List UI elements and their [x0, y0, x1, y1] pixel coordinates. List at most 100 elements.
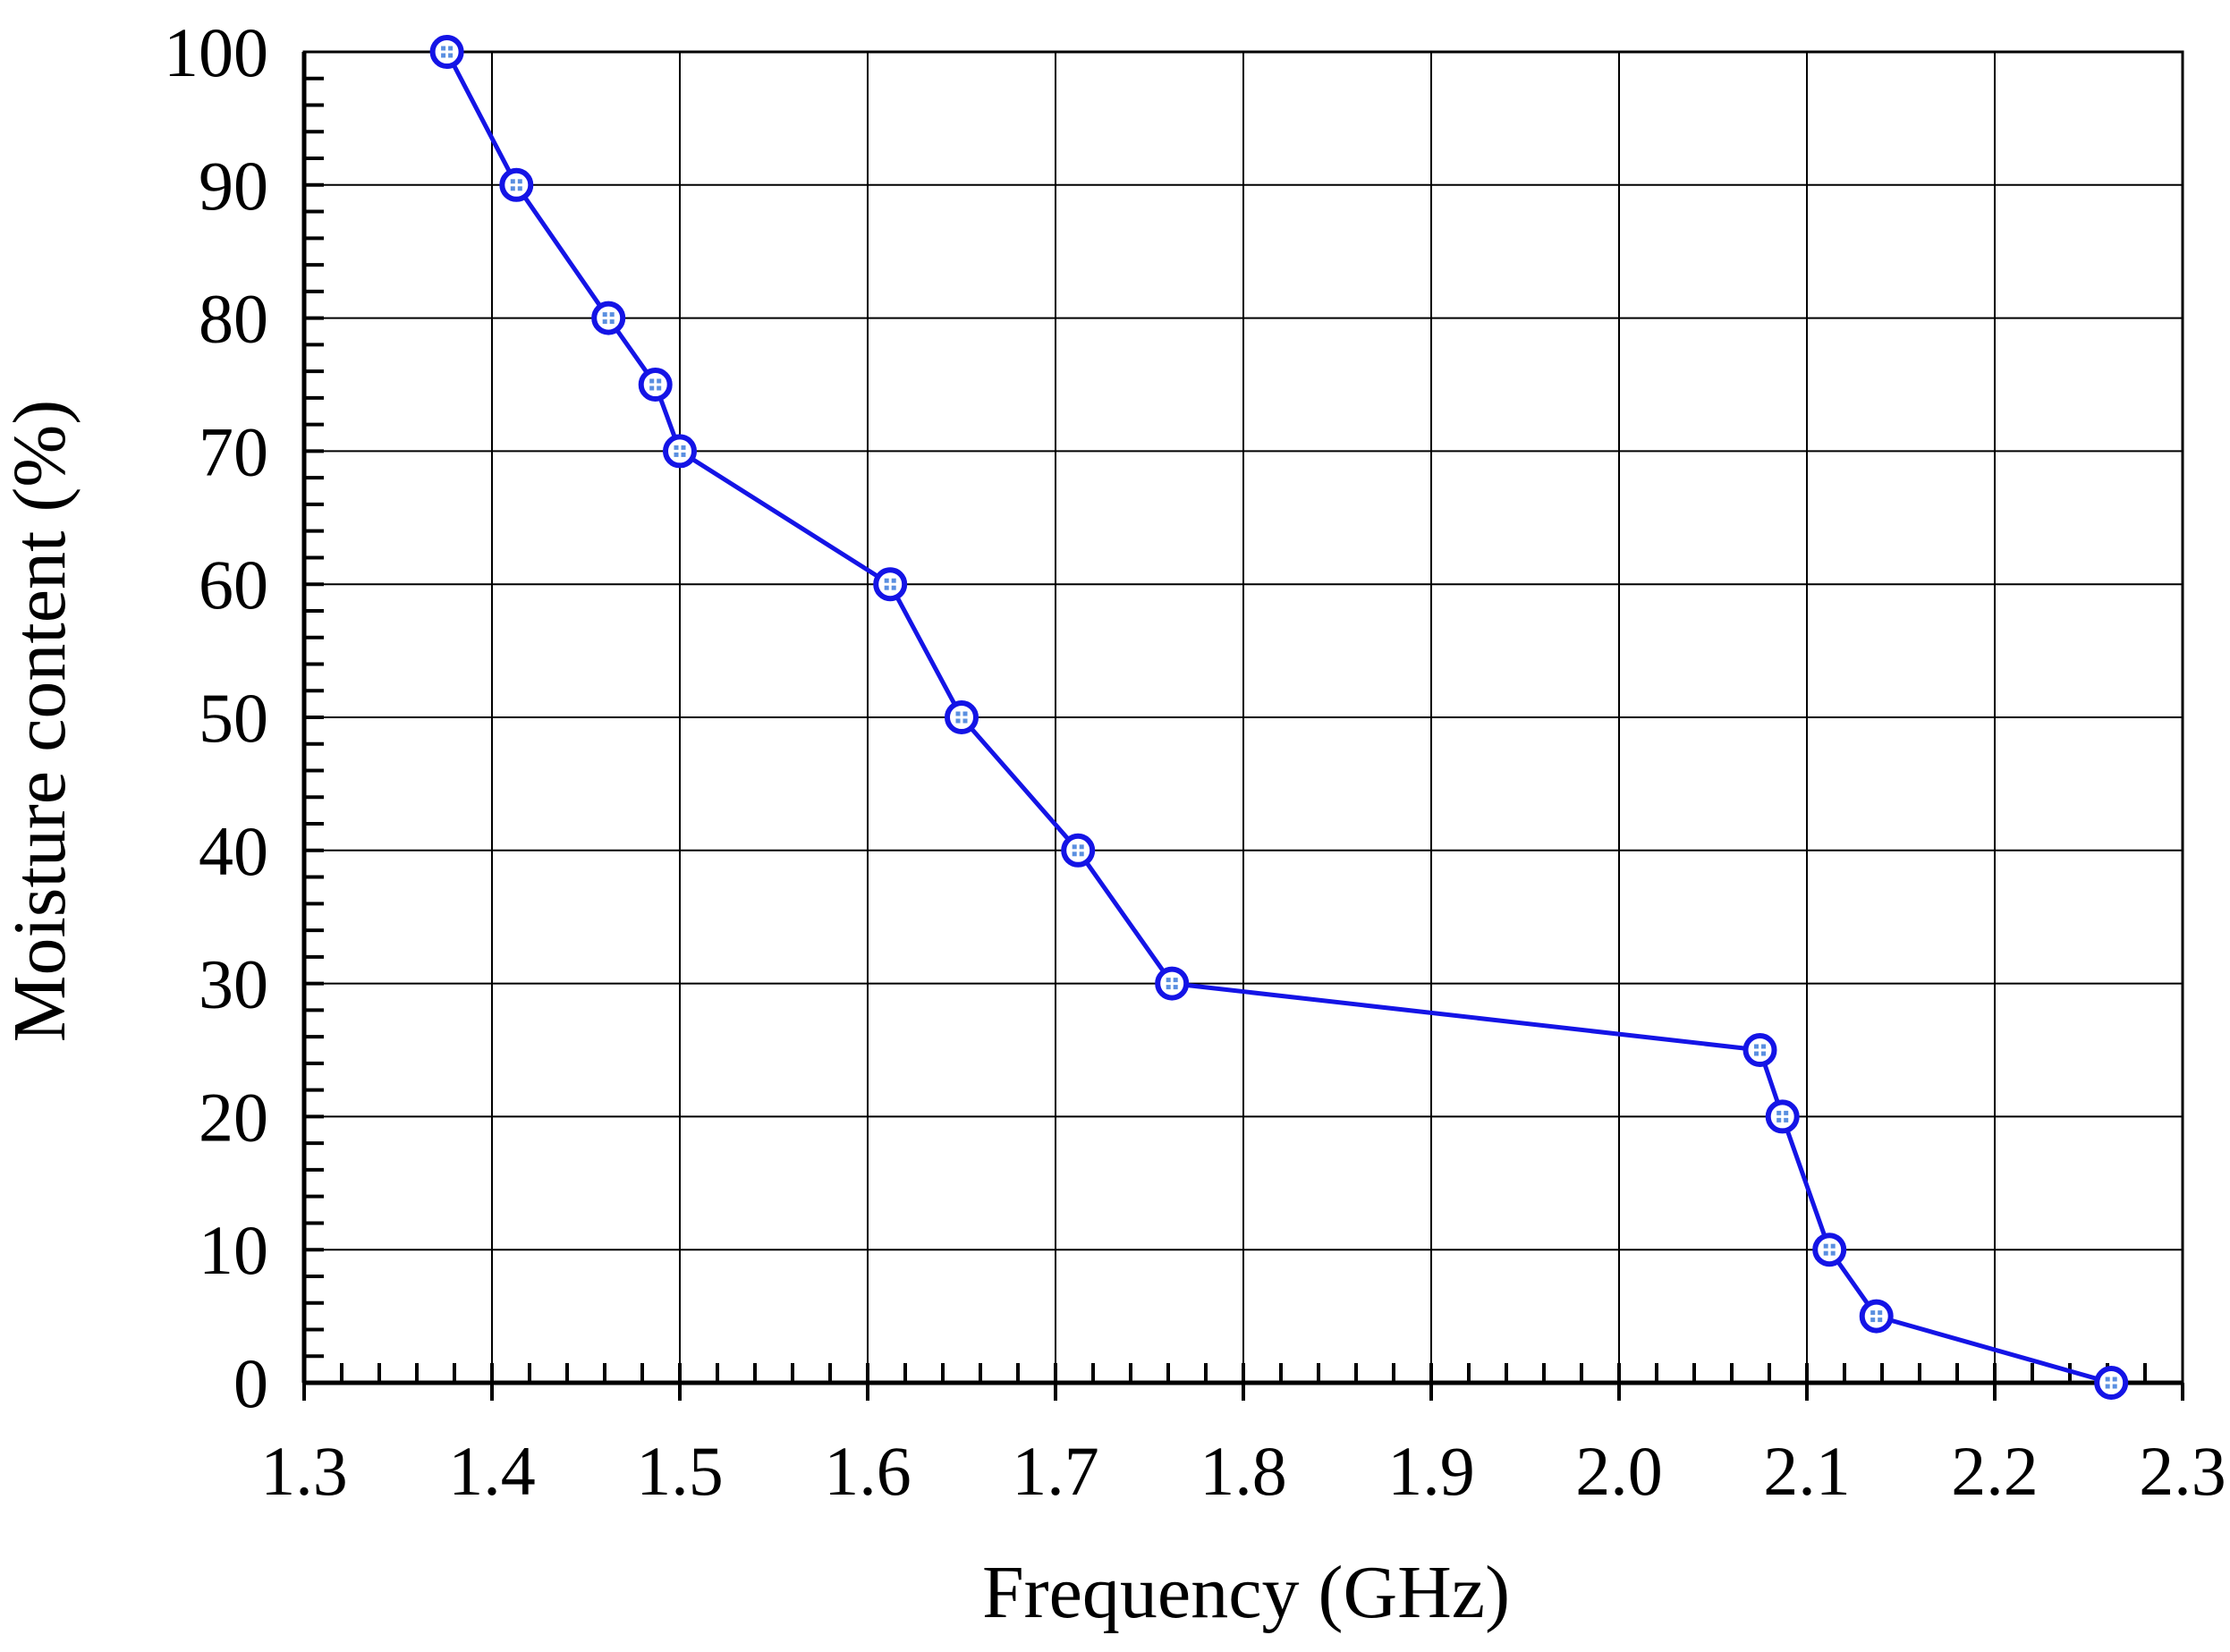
data-point-dot	[1878, 1310, 1883, 1316]
data-point-marker	[873, 567, 908, 602]
y-tick-label: 70	[199, 412, 268, 490]
data-point-dot	[441, 53, 446, 58]
y-tick-label: 90	[199, 147, 268, 225]
data-point	[663, 434, 697, 469]
data-point-dot	[1784, 1117, 1789, 1123]
data-point-dot	[649, 385, 655, 391]
data-point	[1765, 1099, 1800, 1134]
data-point-dot	[609, 312, 615, 318]
y-tick-label: 20	[199, 1078, 268, 1156]
data-point-dot	[962, 718, 968, 724]
data-point-dot	[1776, 1117, 1782, 1123]
data-point-dot	[1823, 1243, 1828, 1249]
data-point-marker	[1859, 1299, 1894, 1334]
data-point	[945, 700, 979, 734]
data-point-marker	[1742, 1033, 1777, 1067]
data-point-dot	[1072, 844, 1077, 850]
data-point-marker	[663, 434, 697, 469]
y-tick-label: 0	[233, 1344, 268, 1422]
data-point-dot	[891, 578, 896, 583]
data-point-marker	[638, 368, 673, 402]
data-point-dot	[2112, 1377, 2117, 1382]
data-point-dot	[517, 179, 522, 184]
data-point-dot	[674, 452, 679, 457]
data-point-dot	[657, 378, 662, 384]
data-point-dot	[884, 578, 889, 583]
minor-ticks	[302, 76, 2184, 1401]
data-point-dot	[681, 445, 686, 450]
data-point-dot	[1754, 1051, 1759, 1056]
data-point-dot	[448, 53, 454, 58]
data-point-dot	[1173, 978, 1178, 983]
data-point-marker	[945, 700, 979, 734]
data-point	[2094, 1366, 2129, 1400]
data-point-dot	[2105, 1384, 2110, 1389]
data-point-dot	[1761, 1051, 1766, 1056]
data-point-dot	[1166, 985, 1171, 990]
data-point	[1061, 833, 1096, 868]
y-tick-label: 80	[199, 280, 268, 358]
series-layer	[429, 35, 2129, 1400]
data-point-dot	[510, 186, 515, 191]
data-point-dot	[602, 319, 607, 325]
data-point-dot	[891, 585, 896, 590]
data-point	[1859, 1299, 1894, 1334]
data-point-dot	[609, 319, 615, 325]
data-point	[873, 567, 908, 602]
x-tick-label: 2.2	[1951, 1432, 2039, 1510]
data-point-dot	[1072, 851, 1077, 857]
data-point	[429, 35, 464, 69]
data-point-dot	[962, 711, 968, 716]
x-tick-label: 1.5	[636, 1432, 724, 1510]
data-point-marker	[499, 167, 534, 202]
data-point-dot	[448, 46, 454, 51]
data-point-dot	[602, 312, 607, 318]
data-point	[1812, 1233, 1847, 1267]
x-tick-label: 1.7	[1012, 1432, 1099, 1510]
y-axis-title: Moisture content (%)	[0, 400, 81, 1042]
y-tick-label: 40	[199, 812, 268, 890]
data-point-dot	[657, 385, 662, 391]
data-point-dot	[1830, 1250, 1836, 1256]
data-point-dot	[1878, 1317, 1883, 1323]
y-tick-labels: 0 10 20 30 40 50 60 70 80 90 100	[164, 13, 268, 1422]
data-point-dot	[441, 46, 446, 51]
data-point-dot	[2112, 1384, 2117, 1389]
data-point	[638, 368, 673, 402]
x-tick-label: 1.6	[824, 1432, 912, 1510]
data-point	[1155, 966, 1190, 1001]
data-point-dot	[2105, 1377, 2110, 1382]
y-tick-label: 50	[199, 679, 268, 757]
data-point-marker	[591, 301, 626, 335]
data-point-dot	[1870, 1317, 1876, 1323]
data-point-marker	[2094, 1366, 2129, 1400]
data-point-dot	[884, 585, 889, 590]
data-point-dot	[1754, 1044, 1759, 1049]
x-tick-labels: 1.3 1.4 1.5 1.6 1.7 1.8 1.9 2.0 2.1 2.2 2.3	[260, 1432, 2226, 1510]
x-tick-label: 1.9	[1387, 1432, 1475, 1510]
data-point-dot	[1166, 978, 1171, 983]
y-tick-label: 100	[164, 13, 268, 91]
data-point-dot	[1173, 985, 1178, 990]
data-point-dot	[955, 711, 961, 716]
data-point-marker	[1061, 833, 1096, 868]
x-axis-title: Frequency (GHz)	[982, 1551, 1510, 1634]
data-point	[591, 301, 626, 335]
data-point-marker	[1765, 1099, 1800, 1134]
data-point-dot	[1784, 1110, 1789, 1115]
data-point-marker	[1812, 1233, 1847, 1267]
y-tick-label: 10	[199, 1211, 268, 1289]
data-point-dot	[955, 718, 961, 724]
data-point-dot	[1870, 1310, 1876, 1316]
y-tick-label: 60	[199, 546, 268, 623]
data-point-dot	[1830, 1243, 1836, 1249]
data-point	[1742, 1033, 1777, 1067]
x-tick-label: 1.8	[1200, 1432, 1287, 1510]
x-tick-label: 1.4	[448, 1432, 536, 1510]
x-tick-label: 2.0	[1575, 1432, 1663, 1510]
data-point-marker	[429, 35, 464, 69]
data-point-dot	[1079, 851, 1084, 857]
data-point-dot	[517, 186, 522, 191]
x-tick-label: 2.1	[1763, 1432, 1851, 1510]
